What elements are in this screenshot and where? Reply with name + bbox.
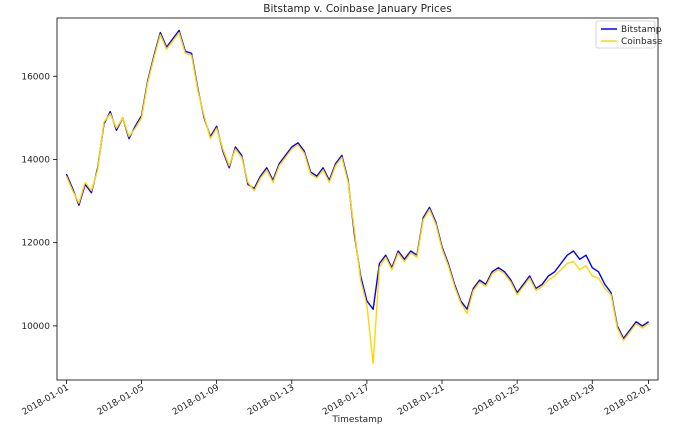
chart-title: Bitstamp v. Coinbase January Prices — [263, 3, 452, 15]
series-line-coinbase — [65, 31, 649, 365]
x-tick-label: 2018-01-01 — [21, 383, 71, 418]
legend: Bitstamp Coinbase — [595, 20, 663, 49]
x-axis-ticks: 2018-01-01 2018-01-05 2018-01-09 2018-01-13… — [21, 380, 653, 418]
x-tick-label: 2018-02-01 — [603, 383, 653, 418]
y-axis-ticks: 10000 12000 14000 16000 — [21, 72, 57, 332]
y-tick-label: 14000 — [21, 155, 50, 165]
series-layer — [65, 29, 649, 365]
y-tick-label: 16000 — [21, 72, 50, 82]
x-tick-label: 2018-01-13 — [246, 383, 296, 418]
series-line-bitstamp — [65, 29, 649, 340]
plot-frame — [56, 17, 659, 381]
x-tick-label: 2018-01-25 — [471, 383, 521, 418]
x-tick-label: 2018-01-09 — [171, 383, 222, 418]
legend-label-bitstamp: Bitstamp — [621, 25, 662, 35]
legend-label-coinbase: Coinbase — [621, 37, 663, 47]
x-tick-label: 2018-01-05 — [96, 383, 146, 418]
x-tick-label: 2018-01-21 — [396, 383, 446, 418]
x-axis-label: Timestamp — [331, 415, 383, 425]
x-tick-label: 2018-01-29 — [546, 383, 597, 418]
x-tick-label: 2018-01-17 — [321, 383, 371, 418]
y-tick-label: 12000 — [21, 239, 50, 249]
y-tick-label: 10000 — [21, 322, 50, 332]
